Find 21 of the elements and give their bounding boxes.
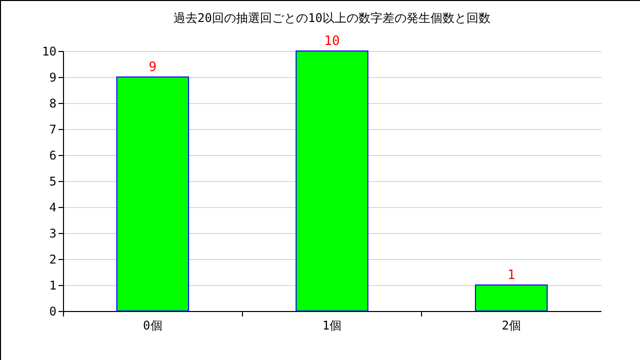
- data-label: 1: [507, 268, 516, 283]
- y-tick-label: 3: [49, 226, 56, 240]
- bar: [116, 76, 190, 312]
- y-tick-label: 4: [49, 200, 56, 214]
- data-label: 9: [148, 60, 157, 75]
- data-label: 10: [324, 34, 340, 49]
- bar: [474, 284, 548, 312]
- y-tick-label: 8: [49, 96, 56, 110]
- y-tick-label: 5: [49, 174, 56, 188]
- y-tick-label: 0: [49, 304, 56, 318]
- bar: [296, 50, 368, 312]
- y-tick-label: 10: [42, 44, 56, 58]
- y-tick-label: 6: [49, 148, 56, 162]
- x-tick-label: 0個: [143, 318, 162, 332]
- y-tick-label: 1: [49, 278, 56, 292]
- chart-title: 過去20回の抽選回ごとの10以上の数字差の発生個数と回数: [174, 11, 490, 25]
- x-tick-label: 1個: [322, 318, 342, 332]
- y-tick-label: 7: [49, 122, 56, 136]
- x-tick-label: 2個: [502, 318, 521, 332]
- y-tick-label: 2: [49, 252, 56, 266]
- y-tick-label: 9: [49, 70, 56, 84]
